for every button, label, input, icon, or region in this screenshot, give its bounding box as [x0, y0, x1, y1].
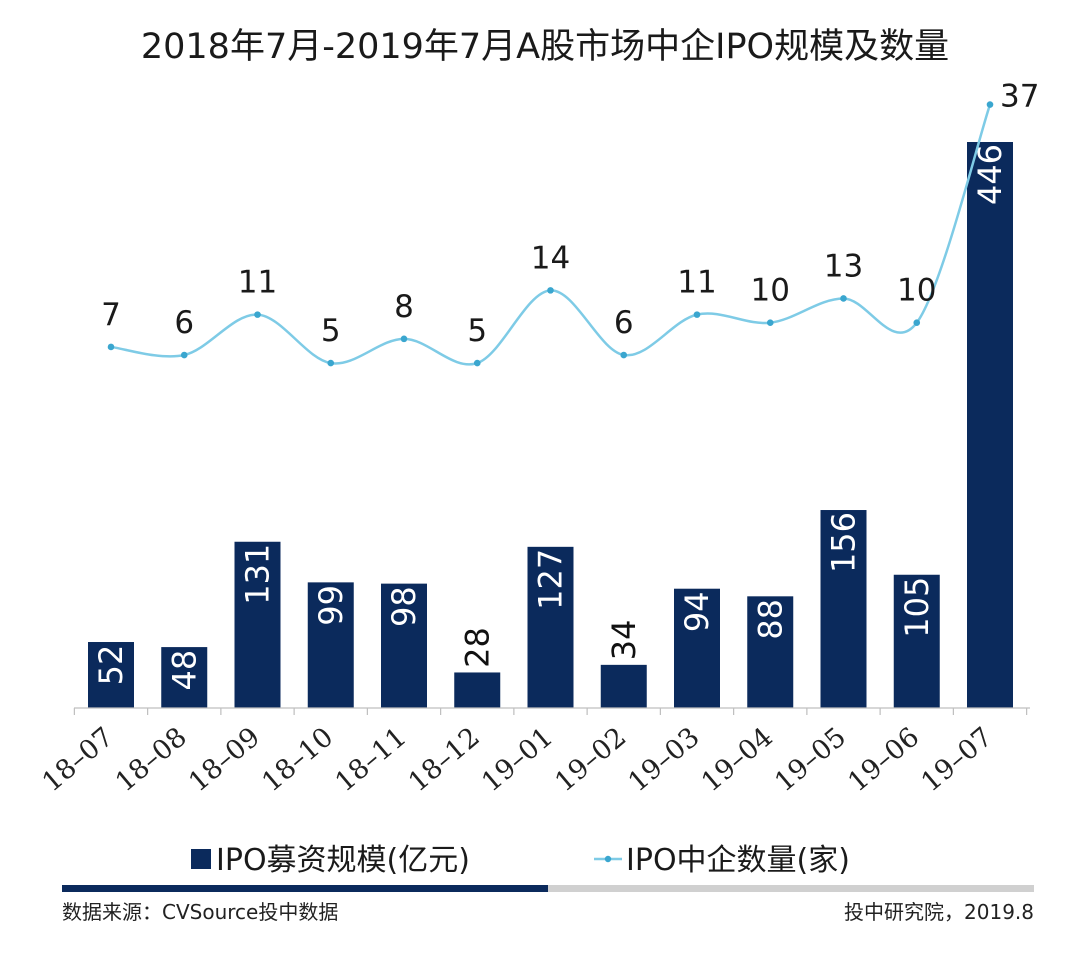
- legend-bar-swatch: [191, 849, 211, 869]
- count-point-19-07: [986, 101, 994, 108]
- footer-source: 数据来源：CVSource投中数据: [62, 900, 338, 924]
- bar-label-19-03: 94: [678, 591, 716, 632]
- legend-line-marker: [604, 855, 612, 863]
- count-label-19-04: 10: [751, 273, 790, 309]
- x-tick-label-19-05: 19–05: [769, 722, 852, 799]
- count-label-19-05: 13: [824, 248, 863, 284]
- count-point-19-05: [840, 295, 847, 302]
- bar-18-08: [161, 647, 208, 708]
- x-tick-label-19-06: 19–06: [842, 722, 925, 799]
- count-point-18-08: [180, 351, 188, 359]
- bar-label-18-08: 48: [165, 650, 203, 691]
- count-label-18-11: 8: [394, 289, 414, 325]
- count-label-18-07: 7: [101, 297, 121, 333]
- bar-label-18-11: 98: [385, 586, 423, 627]
- bar-19-07: [967, 142, 1013, 708]
- count-label-19-03: 11: [677, 265, 716, 301]
- x-tick-label-18-10: 18–10: [256, 722, 339, 799]
- count-point-18-12: [473, 359, 481, 367]
- bar-19-05: [820, 510, 867, 708]
- x-ticks: 18–0718–0818–0918–1018–1118–1219–0119–02…: [37, 708, 1028, 799]
- bar-18-12: [454, 672, 501, 708]
- footer-bar-light: [548, 885, 1034, 892]
- count-line: [110, 104, 992, 366]
- legend: IPO募资规模(亿元) IPO中企数量(家): [191, 843, 850, 878]
- bar-label-19-02: 34: [605, 619, 643, 660]
- count-point-18-11: [400, 335, 408, 343]
- bar-18-09: [234, 541, 281, 708]
- bar-18-11: [381, 583, 427, 708]
- count-point-19-02: [620, 351, 628, 359]
- x-tick-label-19-03: 19–03: [623, 722, 706, 799]
- count-label-19-06: 10: [897, 273, 936, 309]
- bar-18-10: [307, 582, 354, 708]
- count-point-18-07: [107, 343, 115, 351]
- legend-line-label: IPO中企数量(家): [626, 843, 850, 878]
- footer-bar-dark: [62, 885, 548, 892]
- bar-label-18-07: 52: [92, 645, 130, 686]
- count-point-19-03: [693, 311, 701, 318]
- count-point-19-04: [766, 319, 774, 327]
- chart-title: 2018年7月-2019年7月A股市场中企IPO规模及数量: [141, 27, 949, 67]
- count-point-19-01: [547, 287, 554, 294]
- bar-label-19-04: 88: [751, 599, 789, 640]
- bar-label-19-07: 446: [971, 144, 1009, 205]
- legend-bar-label: IPO募资规模(亿元): [216, 843, 470, 878]
- bar-label-18-09: 131: [239, 544, 277, 605]
- bar-19-04: [747, 596, 794, 708]
- bar-label-18-12: 28: [458, 627, 496, 668]
- count-label-18-12: 5: [467, 313, 487, 349]
- x-tick-label-19-07: 19–07: [916, 722, 999, 799]
- count-line-group: 7 6 11 5 8 5 14 6 11 10 13 10 37: [101, 79, 1039, 367]
- bar-label-19-06: 105: [898, 577, 936, 638]
- count-label-18-08: 6: [174, 305, 194, 341]
- x-tick-label-19-01: 19–01: [476, 722, 559, 799]
- bar-18-07: [88, 642, 134, 708]
- x-tick-label-18-08: 18–08: [110, 722, 193, 799]
- bar-19-01: [527, 546, 574, 708]
- count-label-19-01: 14: [531, 240, 570, 276]
- count-label-18-09: 11: [238, 265, 277, 301]
- bar-19-03: [674, 588, 720, 708]
- count-point-18-10: [327, 359, 335, 367]
- bar-19-06: [893, 574, 940, 708]
- count-label-18-10: 5: [321, 313, 341, 349]
- count-label-19-07: 37: [1000, 79, 1039, 115]
- bar-label-19-05: 156: [825, 512, 863, 573]
- bar-label-19-01: 127: [532, 549, 570, 610]
- bar-label-18-10: 99: [312, 585, 350, 626]
- x-tick-label-19-02: 19–02: [549, 722, 632, 799]
- count-point-19-06: [913, 319, 921, 327]
- x-tick-label-18-07: 18–07: [37, 722, 120, 799]
- x-tick-label-18-09: 18–09: [183, 722, 266, 799]
- bar-19-02: [600, 664, 647, 708]
- x-tick-label-18-11: 18–11: [330, 722, 413, 799]
- x-tick-label-19-04: 19–04: [696, 722, 779, 799]
- footer-credit: 投中研究院，2019.8: [844, 900, 1034, 924]
- count-point-18-09: [254, 311, 261, 318]
- x-tick-label-18-12: 18–12: [403, 722, 486, 799]
- count-label-19-02: 6: [614, 305, 634, 341]
